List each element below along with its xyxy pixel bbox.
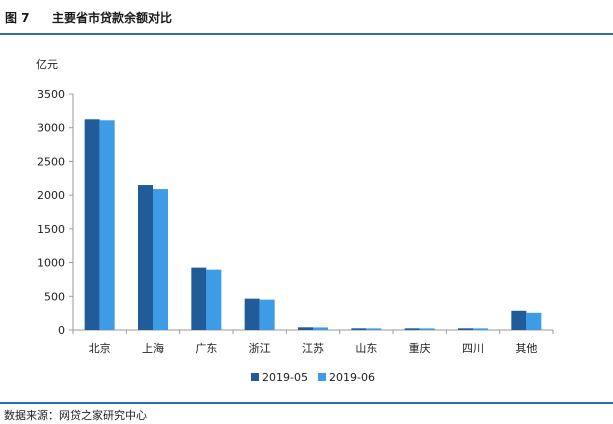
x-tick-label: 广东 <box>195 342 217 355</box>
bar-2019-06-其他 <box>526 312 542 330</box>
legend-label: 2019-06 <box>329 371 375 384</box>
bar-2019-05-上海 <box>138 185 153 330</box>
bar-2019-05-广东 <box>191 267 207 330</box>
y-tick-label: 2500 <box>37 155 65 168</box>
bar-2019-06-江苏 <box>313 327 328 330</box>
x-tick-label: 重庆 <box>409 341 431 355</box>
figure-label: 图 7 <box>5 11 30 25</box>
figure-title: 主要省市贷款余额对比 <box>52 11 173 25</box>
bar-2019-06-山东 <box>366 328 382 330</box>
top-divider <box>0 33 613 35</box>
bar-2019-06-四川 <box>473 328 488 330</box>
x-tick-label: 上海 <box>142 341 164 355</box>
y-tick-label: 3000 <box>37 122 65 135</box>
bar-2019-06-浙江 <box>259 299 275 330</box>
y-axis: 0 500 1000 1500 2000 2500 3000 3500 <box>37 88 74 337</box>
y-tick-label: 2000 <box>37 189 65 202</box>
y-tick-label: 3500 <box>37 88 65 101</box>
legend-swatch <box>251 373 259 381</box>
y-axis-unit-label: 亿元 <box>36 58 58 71</box>
bottom-divider <box>0 402 613 404</box>
x-axis: 北京 上海 广东 浙江 江苏 山东 重庆 四川 其他 <box>72 329 554 355</box>
bar-2019-05-江苏 <box>298 327 313 330</box>
bar-2019-05-四川 <box>458 328 473 330</box>
loan-balance-chart: 亿元 0 500 1000 1500 2000 2500 3000 3500 北京 上海 广东 浙江… <box>36 58 554 384</box>
x-tick-label: 山东 <box>355 342 377 355</box>
legend: 2019-05 2019-06 <box>251 371 375 384</box>
x-tick-label: 其他 <box>515 342 537 355</box>
x-tick-label: 北京 <box>89 341 111 355</box>
x-tick-label: 江苏 <box>302 342 324 355</box>
x-tick-label: 浙江 <box>249 342 271 355</box>
bar-2019-06-重庆 <box>419 328 435 330</box>
y-tick-label: 0 <box>58 324 65 337</box>
y-tick-label: 1500 <box>37 223 65 236</box>
bar-2019-05-重庆 <box>404 328 420 330</box>
bar-2019-06-北京 <box>99 120 115 330</box>
bars <box>84 119 542 331</box>
y-tick-label: 500 <box>44 290 65 303</box>
data-source: 数据来源：网贷之家研究中心 <box>4 409 147 422</box>
y-tick-label: 1000 <box>37 257 65 270</box>
bar-2019-05-北京 <box>84 119 100 331</box>
x-tick-label: 四川 <box>462 342 484 355</box>
legend-label: 2019-05 <box>262 371 308 384</box>
bar-2019-06-广东 <box>206 269 222 330</box>
bar-2019-05-其他 <box>511 310 527 330</box>
bar-2019-05-浙江 <box>244 298 260 330</box>
legend-swatch <box>318 373 326 381</box>
figure-header: 图 7 主要省市贷款余额对比 <box>0 0 613 34</box>
bar-2019-05-山东 <box>351 328 367 330</box>
bar-2019-06-上海 <box>153 189 168 330</box>
